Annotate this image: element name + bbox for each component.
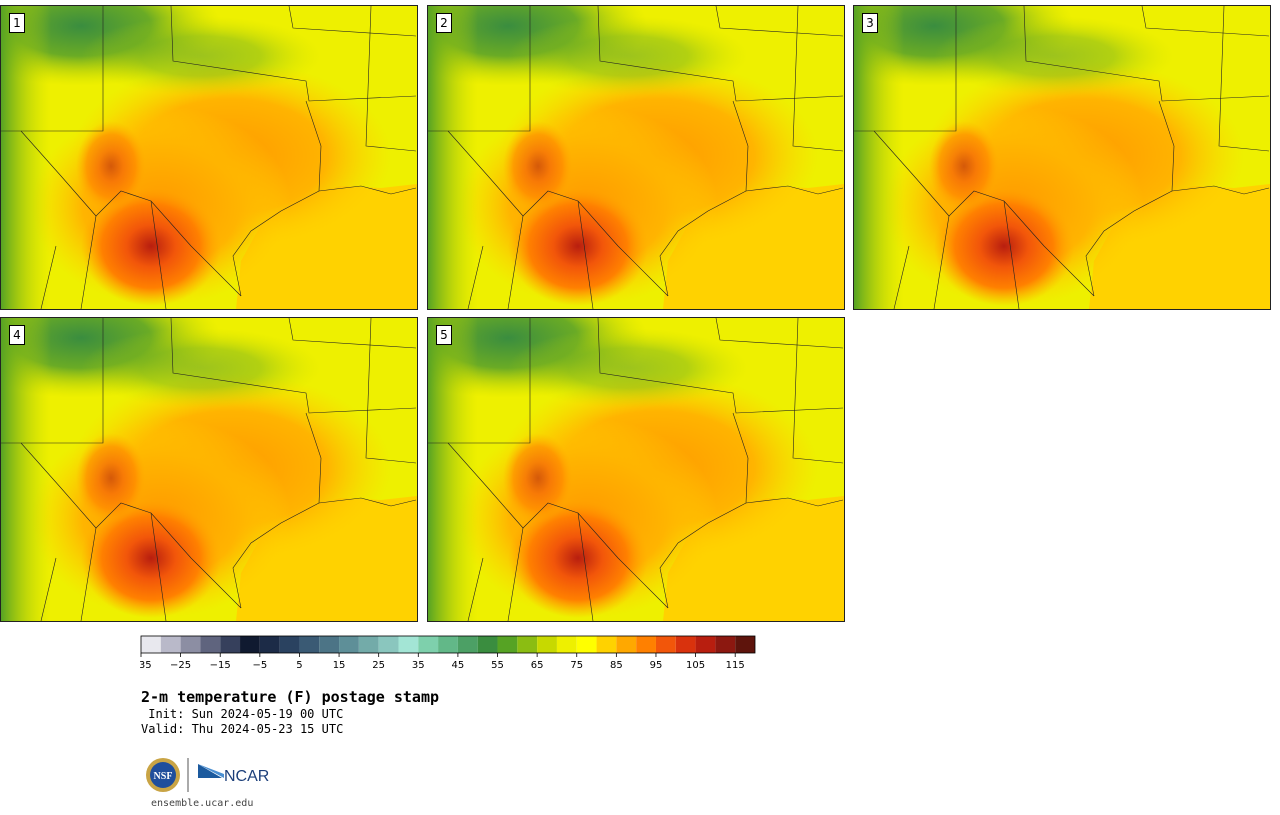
colorbar-bin <box>596 636 617 653</box>
stamp-number-2: 2 <box>436 13 452 33</box>
colorbar-bin <box>299 636 320 653</box>
init-time: Init: Sun 2024-05-19 00 UTC <box>141 707 344 721</box>
colorbar-bin <box>240 636 260 653</box>
colorbar-bin <box>655 636 676 653</box>
colorbar-tick-label: −5 <box>252 660 267 671</box>
colorbar-frame <box>140 635 756 654</box>
colorbar-tick-label: 5 <box>296 660 302 671</box>
colorbar-tick-label: 115 <box>726 660 745 671</box>
colorbar-tick-label: 65 <box>531 660 544 671</box>
colorbar-tick-label: 105 <box>686 660 705 671</box>
colorbar-bin <box>180 636 201 653</box>
colorbar-bin <box>279 636 300 653</box>
colorbar-bin <box>497 636 518 653</box>
colorbar-bin <box>438 636 458 653</box>
colorbar-bin <box>259 636 280 653</box>
colorbar-bin <box>675 636 696 653</box>
stamp-panel-3: 3 <box>853 5 1271 310</box>
colorbar-bin <box>200 636 221 653</box>
nsf-logo: NSF <box>146 758 180 792</box>
colorbar-bin <box>695 636 716 653</box>
colorbar-bin <box>319 636 340 653</box>
temperature-map-2 <box>428 6 844 309</box>
colorbar-bin <box>636 636 656 653</box>
temperature-colorbar: −35 −25 −15 −5 5 15 25 35 45 55 65 75 85 95 105 115 <box>140 635 756 671</box>
colorbar-bin <box>418 636 439 653</box>
colorbar-tick-label: 75 <box>570 660 583 671</box>
temperature-map-4 <box>1 318 417 621</box>
stamp-number-3: 3 <box>862 13 878 33</box>
colorbar-tick-label: 95 <box>650 660 663 671</box>
stamp-panel-2: 2 <box>427 5 845 310</box>
colorbar-bin <box>220 636 241 653</box>
stamp-number-4: 4 <box>9 325 25 345</box>
stamp-panel-1: 1 <box>0 5 418 310</box>
colorbar-bin <box>378 636 399 653</box>
figure-title: 2-m temperature (F) postage stamp <box>141 688 440 706</box>
temperature-map-5 <box>428 318 844 621</box>
colorbar-bin <box>477 636 498 653</box>
colorbar-tick-label: 45 <box>452 660 465 671</box>
colorbar-bin <box>556 636 577 653</box>
colorbar-tick-label: 25 <box>372 660 385 671</box>
colorbar-tick-label: 15 <box>333 660 346 671</box>
colorbar-bin <box>735 636 755 653</box>
colorbar-bin <box>616 636 637 653</box>
colorbar-bin <box>537 636 557 653</box>
colorbar-tick-label: 85 <box>610 660 623 671</box>
valid-time: Valid: Thu 2024-05-23 15 UTC <box>141 722 344 736</box>
colorbar-bin <box>576 636 597 653</box>
ncar-logo-text: NCAR <box>224 768 269 785</box>
colorbar-tick-label: 55 <box>491 660 504 671</box>
stamp-panel-4: 4 <box>0 317 418 622</box>
colorbar-bin <box>339 636 359 653</box>
site-url: ensemble.ucar.edu <box>151 798 254 809</box>
stamp-number-5: 5 <box>436 325 452 345</box>
colorbar-bin <box>398 636 419 653</box>
colorbar-tick-label: −25 <box>170 660 191 671</box>
nsf-logo-text: NSF <box>154 771 173 782</box>
ncar-logo: NCAR <box>198 764 269 785</box>
colorbar-bin <box>141 636 161 653</box>
colorbar-bin <box>160 636 181 653</box>
colorbar-tick-label: 35 <box>412 660 425 671</box>
logos: NSF NCAR <box>144 756 274 798</box>
colorbar-bin <box>517 636 538 653</box>
stamp-panel-5: 5 <box>427 317 845 622</box>
colorbar-bin <box>457 636 478 653</box>
colorbar-bin <box>358 636 379 653</box>
temperature-map-1 <box>1 6 417 309</box>
colorbar-tick-label: −15 <box>210 660 231 671</box>
stamp-number-1: 1 <box>9 13 25 33</box>
colorbar-bin <box>715 636 736 653</box>
colorbar-tick-label: −35 <box>140 660 152 671</box>
temperature-map-3 <box>854 6 1270 309</box>
